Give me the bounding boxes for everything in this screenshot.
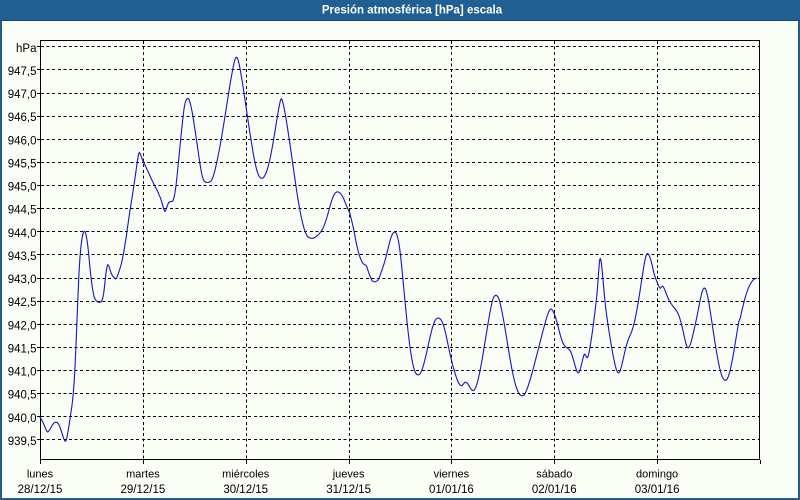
svg-text:30/12/15: 30/12/15 — [223, 484, 268, 496]
svg-text:944,0: 944,0 — [8, 228, 37, 240]
svg-text:940,0: 940,0 — [8, 413, 37, 425]
svg-text:29/12/15: 29/12/15 — [121, 484, 166, 496]
svg-text:martes: martes — [126, 469, 160, 481]
svg-text:946,0: 946,0 — [8, 135, 37, 147]
svg-text:945,0: 945,0 — [8, 182, 37, 194]
svg-text:hPa: hPa — [16, 43, 37, 55]
svg-text:943,0: 943,0 — [8, 274, 37, 286]
svg-text:947,5: 947,5 — [8, 66, 37, 78]
svg-text:939,5: 939,5 — [8, 436, 37, 448]
svg-text:942,0: 942,0 — [8, 320, 37, 332]
svg-text:941,0: 941,0 — [8, 367, 37, 379]
svg-text:02/01/16: 02/01/16 — [532, 484, 577, 496]
svg-text:942,5: 942,5 — [8, 297, 37, 309]
svg-text:miércoles: miércoles — [222, 469, 270, 481]
svg-text:28/12/15: 28/12/15 — [18, 484, 63, 496]
svg-text:03/01/16: 03/01/16 — [635, 484, 680, 496]
svg-text:941,5: 941,5 — [8, 344, 37, 356]
svg-text:lunes: lunes — [27, 469, 54, 481]
svg-text:domingo: domingo — [636, 469, 678, 481]
svg-text:945,5: 945,5 — [8, 158, 37, 170]
svg-text:sábado: sábado — [536, 469, 572, 481]
svg-text:940,5: 940,5 — [8, 390, 37, 402]
svg-text:jueves: jueves — [332, 469, 365, 481]
svg-text:947,0: 947,0 — [8, 89, 37, 101]
svg-text:viernes: viernes — [434, 469, 470, 481]
svg-text:943,5: 943,5 — [8, 251, 37, 263]
svg-text:01/01/16: 01/01/16 — [429, 484, 474, 496]
svg-text:31/12/15: 31/12/15 — [326, 484, 371, 496]
svg-text:946,5: 946,5 — [8, 112, 37, 124]
svg-text:944,5: 944,5 — [8, 205, 37, 217]
svg-text:Presión atmosférica [hPa] esca: Presión atmosférica [hPa] escala — [322, 5, 503, 17]
